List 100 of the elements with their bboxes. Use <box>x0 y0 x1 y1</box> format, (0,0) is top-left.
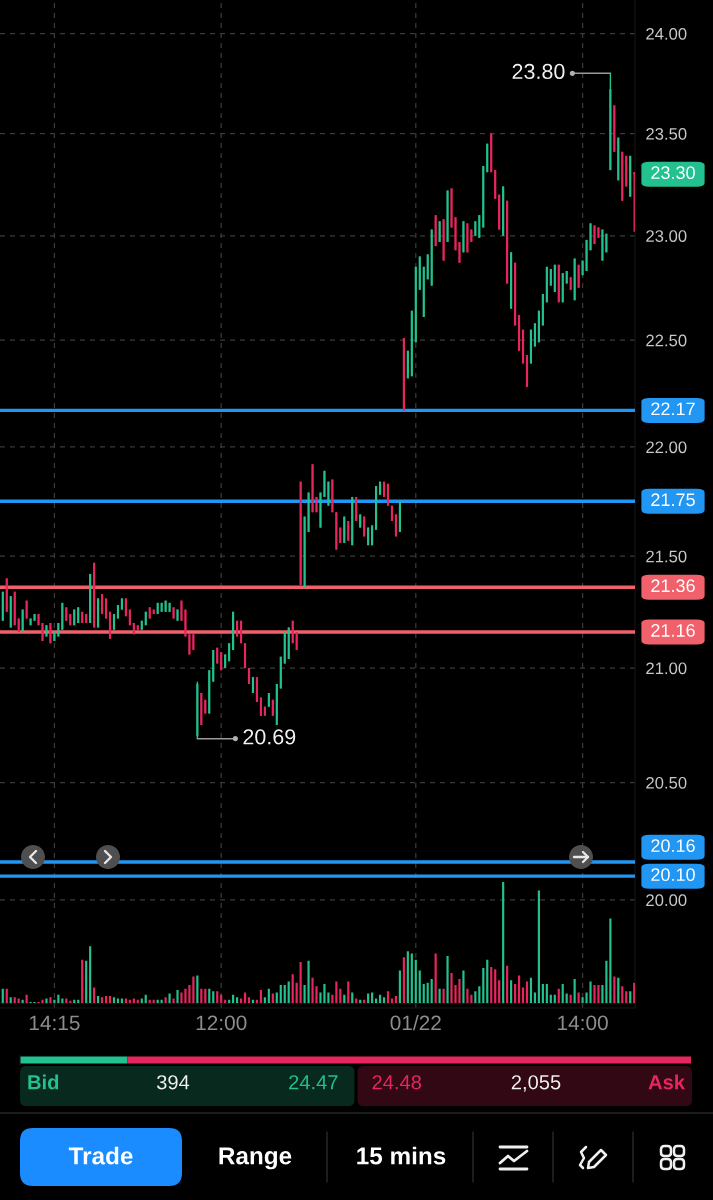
annotation: 20.69 <box>243 729 296 745</box>
bar <box>486 959 489 1004</box>
bar <box>605 960 608 1004</box>
candlestick <box>573 257 576 301</box>
bar <box>462 970 465 1004</box>
bar <box>172 998 175 1004</box>
bar <box>81 959 84 1004</box>
candlestick <box>295 631 298 651</box>
bar <box>259 989 262 1004</box>
bar <box>65 998 68 1004</box>
candlestick <box>61 602 64 631</box>
bar <box>498 980 501 1004</box>
y-tick-label: 20.50 <box>646 776 687 789</box>
series-label: Ask <box>648 1074 686 1090</box>
text: Trade <box>68 1146 133 1165</box>
candlestick <box>49 622 52 644</box>
bar <box>9 997 12 1004</box>
candlestick <box>311 463 314 513</box>
annotation: 23.80 <box>512 63 565 80</box>
bar <box>164 997 167 1004</box>
y-tick-label: 23.50 <box>646 127 687 140</box>
bar <box>490 966 493 1004</box>
bar <box>180 992 183 1004</box>
candlestick <box>609 72 612 171</box>
bar <box>61 998 64 1004</box>
candlestick <box>335 511 338 551</box>
candlestick <box>331 478 334 513</box>
bar <box>196 975 199 1004</box>
candlestick <box>577 264 580 289</box>
bar <box>132 998 135 1004</box>
bar <box>275 992 278 1004</box>
bar <box>506 965 509 1004</box>
bar <box>85 960 88 1004</box>
bar <box>613 976 616 1004</box>
bar <box>299 962 302 1004</box>
text: Range <box>219 1147 292 1170</box>
text: 2,055 <box>511 1075 561 1092</box>
candlestick <box>21 608 24 633</box>
bar <box>482 968 485 1004</box>
ref-line-label: 21.16 <box>651 624 695 637</box>
ref-line-label: 20.16 <box>651 839 695 853</box>
bar <box>573 979 576 1004</box>
y-tick-label: 23.00 <box>646 230 687 242</box>
bar <box>216 991 219 1004</box>
y-tick-label: 22.00 <box>646 441 687 454</box>
candlestick <box>160 602 163 613</box>
x-tick-label: 01/22 <box>390 1014 441 1031</box>
bar <box>446 955 449 1004</box>
bar <box>45 998 48 1004</box>
bar <box>192 976 195 1004</box>
bar <box>422 983 425 1004</box>
bar <box>621 986 624 1004</box>
candlestick <box>200 692 203 726</box>
bar <box>382 997 386 1004</box>
candlestick <box>601 228 604 262</box>
x-tick-label: 14:15 <box>29 1015 80 1031</box>
candlestick <box>176 608 179 622</box>
bar <box>434 953 437 1004</box>
bar <box>184 988 187 1004</box>
bar <box>307 960 310 1004</box>
bar <box>502 882 505 1004</box>
bar <box>478 986 481 1004</box>
x-tick-label: 14:00 <box>558 1015 608 1031</box>
bar <box>112 997 116 1004</box>
text: 24.48 <box>372 1075 422 1090</box>
bar <box>116 998 120 1004</box>
bar <box>513 983 517 1004</box>
candlestick <box>192 633 195 651</box>
bar <box>386 991 390 1004</box>
candlestick <box>474 220 477 237</box>
candlestick <box>613 104 616 153</box>
y-tick-label: 24.00 <box>646 27 687 40</box>
candlestick <box>172 606 175 620</box>
bar <box>49 997 52 1004</box>
candlestick <box>462 220 465 254</box>
bar <box>541 983 544 1004</box>
bar <box>168 993 171 1004</box>
bar <box>494 969 497 1004</box>
candlestick <box>466 222 469 254</box>
candlestick <box>593 224 596 245</box>
bar <box>351 992 354 1004</box>
bar <box>13 997 16 1004</box>
bar <box>545 983 548 1004</box>
bar <box>450 972 453 1004</box>
bar <box>263 997 266 1004</box>
bar <box>577 992 580 1004</box>
candlestick <box>104 597 108 620</box>
x-tick-label: 12:00 <box>196 1015 247 1031</box>
bar <box>239 998 243 1004</box>
bar <box>17 998 20 1004</box>
ref-line-label: 22.17 <box>651 402 695 416</box>
bar <box>235 997 239 1004</box>
candlestick <box>299 480 302 586</box>
y-tick-label: 22.50 <box>646 334 687 347</box>
candlestick <box>53 631 56 642</box>
candlestick <box>196 680 199 740</box>
bar <box>517 975 521 1004</box>
ref-line-label: 20.10 <box>651 868 695 882</box>
candlestick <box>25 599 28 620</box>
bar <box>140 998 143 1004</box>
